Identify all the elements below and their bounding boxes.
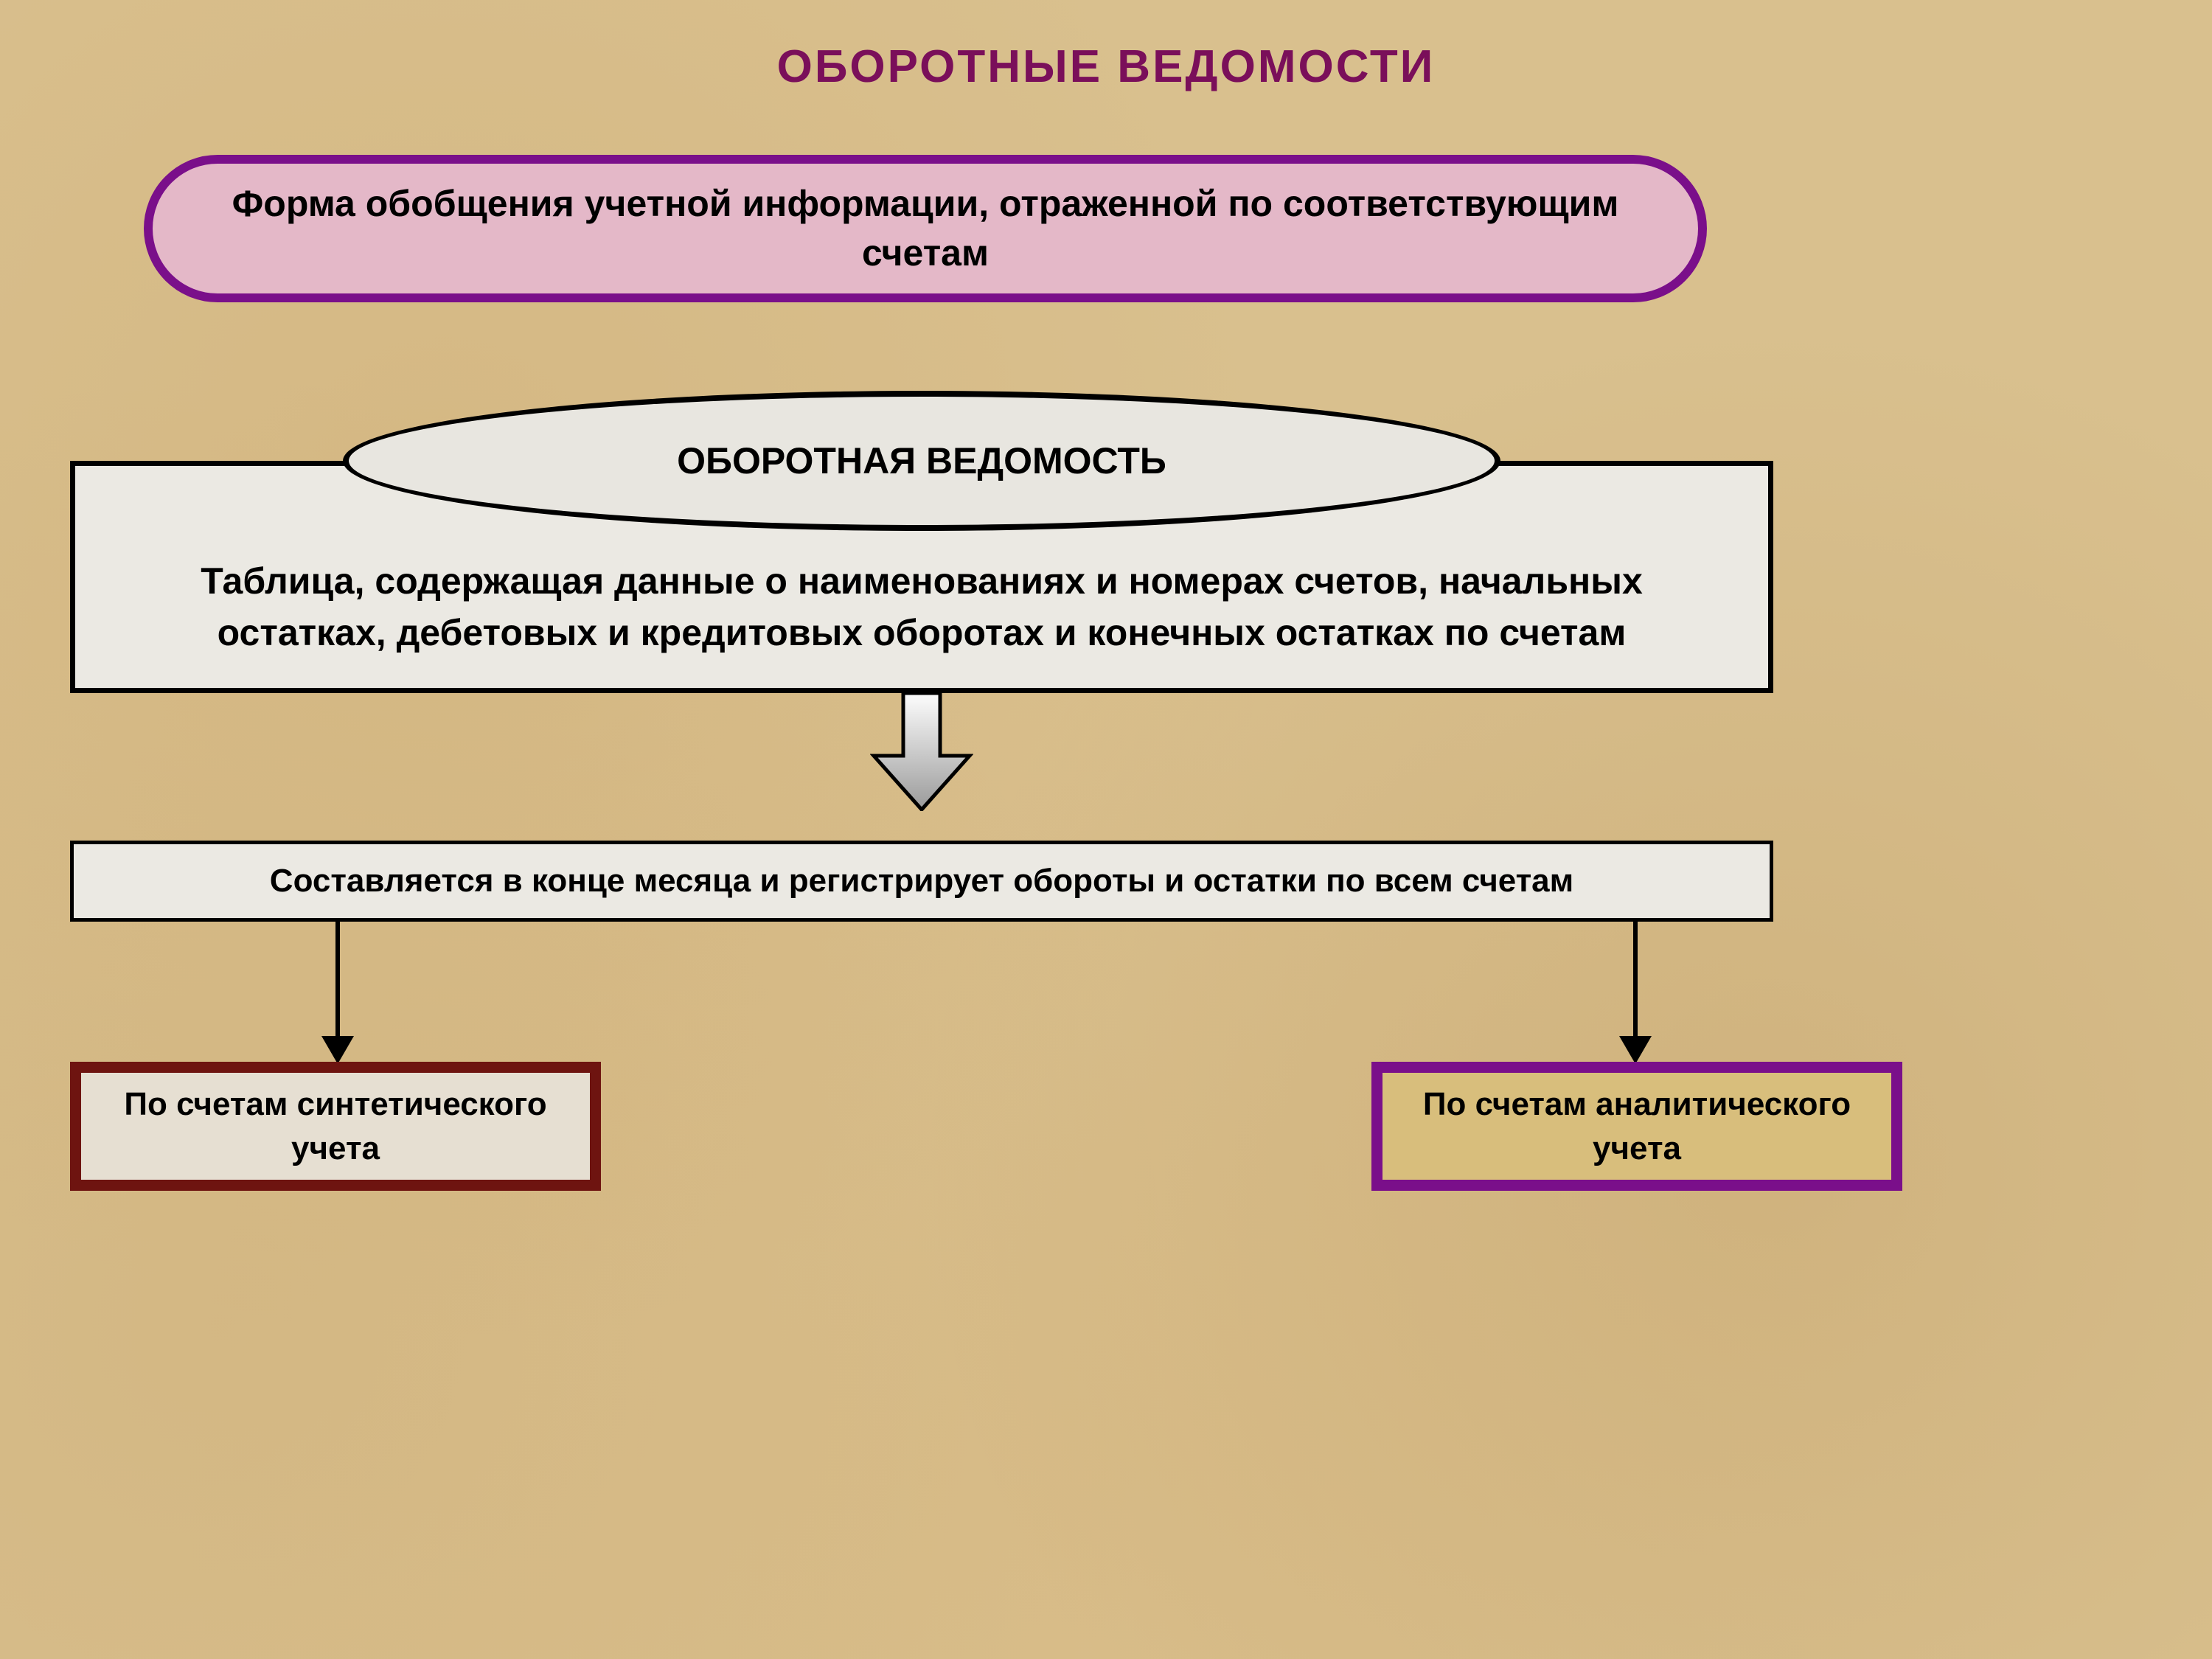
- analytic-text: По счетам аналитического учета: [1405, 1082, 1869, 1170]
- timing-rect: Составляется в конце месяца и регистриру…: [70, 841, 1773, 922]
- analytic-box: По счетам аналитического учета: [1371, 1062, 1902, 1191]
- connector-left-line: [335, 922, 340, 1040]
- ellipse-text: ОБОРОТНАЯ ВЕДОМОСТЬ: [677, 439, 1166, 482]
- down-arrow-icon: [870, 693, 973, 811]
- synthetic-box: По счетам синтетического учета: [70, 1062, 601, 1191]
- ellipse-header: ОБОРОТНАЯ ВЕДОМОСТЬ: [343, 391, 1500, 531]
- page-title: ОБОРОТНЫЕ ВЕДОМОСТИ: [0, 41, 2212, 93]
- pill-box: Форма обобщения учетной информации, отра…: [144, 155, 1707, 302]
- definition-text: Таблица, содержащая данные о наименовани…: [112, 555, 1731, 658]
- timing-text: Составляется в конце месяца и регистриру…: [270, 863, 1573, 900]
- synthetic-text: По счетам синтетического учета: [103, 1082, 568, 1170]
- connector-left-arrowhead: [321, 1036, 354, 1064]
- connector-right-arrowhead: [1619, 1036, 1652, 1064]
- connector-right-line: [1633, 922, 1638, 1040]
- pill-text: Форма обобщения учетной информации, отра…: [212, 179, 1639, 279]
